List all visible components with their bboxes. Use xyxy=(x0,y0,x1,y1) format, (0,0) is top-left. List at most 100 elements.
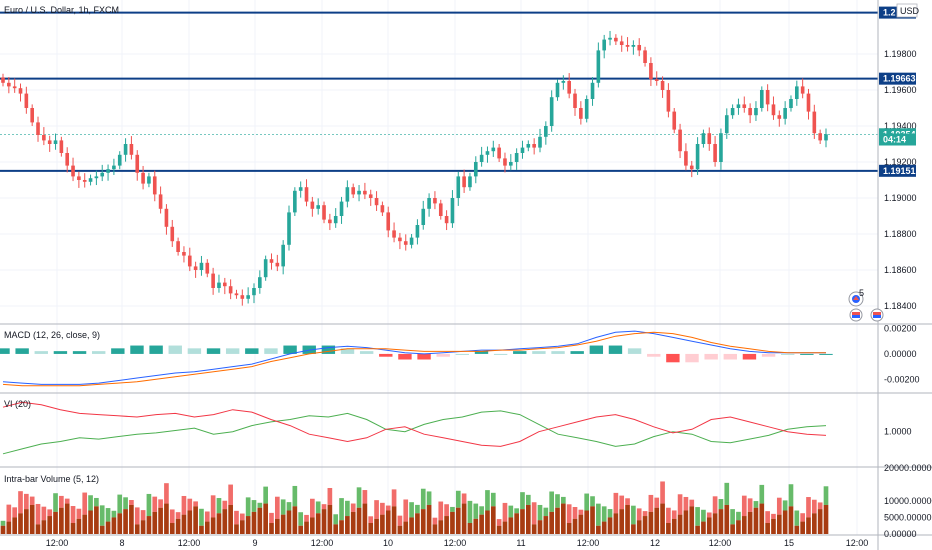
macd-histogram-bar xyxy=(225,348,240,354)
signal-line xyxy=(2,331,826,387)
candle-body xyxy=(275,262,280,267)
volume-bar-top xyxy=(146,493,152,517)
calendar-flag-icon[interactable] xyxy=(849,308,863,322)
volume-bar-base xyxy=(18,513,23,534)
candle-body xyxy=(783,108,787,119)
volume-bar-top xyxy=(741,495,747,517)
volume-bar-base xyxy=(730,524,735,534)
price-tick-label: 1.19400 xyxy=(884,121,917,131)
volume-bar-top xyxy=(380,502,385,515)
volume-bar-top xyxy=(117,494,123,514)
volume-bar-top xyxy=(555,494,560,508)
volume-bar-base xyxy=(747,511,753,534)
candle-body xyxy=(444,216,449,224)
volume-bar-base xyxy=(187,510,193,534)
macd-histogram-bar xyxy=(53,351,68,354)
candle-body xyxy=(514,153,519,162)
volume-bar-base xyxy=(64,503,70,534)
volume-bar-base xyxy=(94,506,99,534)
volume-bar-top xyxy=(350,503,356,512)
volume-bar-base xyxy=(823,504,829,534)
volume-bar-base xyxy=(765,522,770,534)
volume-bar-top xyxy=(18,491,23,514)
volume-bar-base xyxy=(596,525,601,534)
candle-body xyxy=(701,133,706,144)
volume-bar-base xyxy=(292,506,298,534)
volume-bar-top xyxy=(771,513,776,519)
volume-bar-base xyxy=(555,507,560,534)
candle-body xyxy=(695,144,700,170)
macd-histogram-bar xyxy=(34,351,48,354)
price-label-box xyxy=(879,133,916,146)
volume-bar-base xyxy=(420,509,426,534)
macd-histogram-bar xyxy=(781,353,795,355)
macd-histogram-bar xyxy=(15,348,29,354)
candle-body xyxy=(374,198,379,206)
volume-panel xyxy=(0,481,829,534)
volume-bar-top xyxy=(426,491,432,505)
candle-body xyxy=(310,201,315,209)
candle-body xyxy=(12,86,17,89)
candle-body xyxy=(468,176,472,188)
volume-bar-base xyxy=(654,507,660,534)
time-tick-label: 12:00 xyxy=(46,538,69,548)
volume-bar-top xyxy=(245,497,251,517)
time-tick-label: 12:00 xyxy=(709,538,732,548)
candle-body xyxy=(409,237,414,245)
volume-bar-base xyxy=(537,520,543,534)
volume-bar-base xyxy=(689,506,695,534)
candle-body xyxy=(666,90,671,112)
volume-bar-base xyxy=(625,504,630,534)
volume-bar-top xyxy=(280,499,286,515)
volume-bar-top xyxy=(12,507,18,518)
currency-badge-box[interactable] xyxy=(896,3,918,18)
candle-body xyxy=(147,176,151,184)
candle-body xyxy=(77,176,81,180)
gauge-icon[interactable] xyxy=(848,291,864,307)
candle-body xyxy=(123,144,128,155)
price-axis[interactable]: 1.19800 1.19600 1.19400 1.19200 1.19000 1.188… xyxy=(884,49,932,539)
volume-bar-top xyxy=(648,494,654,512)
volume-bar-top xyxy=(403,499,409,522)
volume-bar-base xyxy=(403,521,409,534)
horizontal-lines[interactable] xyxy=(0,11,878,172)
currency-badge[interactable]: USD xyxy=(900,6,920,16)
volume-bar-base xyxy=(210,517,216,534)
volume-bar-base xyxy=(269,522,274,534)
volume-bar-base xyxy=(811,513,817,534)
candle-body xyxy=(217,282,221,288)
candle-body xyxy=(649,63,653,80)
volume-bar-top xyxy=(409,502,414,518)
volume-bar-base xyxy=(514,513,519,534)
candle-body xyxy=(24,93,29,108)
candle-body xyxy=(415,225,420,238)
calendar-flag-icon[interactable] xyxy=(870,308,884,322)
volume-bar-top xyxy=(730,509,735,525)
volume-bar-top xyxy=(257,502,263,508)
symbol-title[interactable]: Euro / U.S. Dollar, 1h, FXCM xyxy=(4,5,119,15)
candle-body xyxy=(88,178,93,182)
volume-bar-base xyxy=(169,522,175,534)
candle-body xyxy=(806,93,811,112)
volume-bar-top xyxy=(479,506,484,515)
candle-body xyxy=(824,134,828,141)
volume-bar-top xyxy=(561,496,566,504)
volume-bar-base xyxy=(490,506,496,534)
volume-bar-base xyxy=(741,516,747,534)
macd-title[interactable]: MACD (12, 26, close, 9) xyxy=(4,330,100,340)
volume-bar-top xyxy=(514,508,519,514)
vi-title[interactable]: VI (20) xyxy=(4,399,31,409)
time-axis[interactable]: 12:00 8 12:00 9 12:00 10 12:00 11 12:00 12 12:00 15… xyxy=(46,538,869,548)
macd-histogram-bar xyxy=(398,353,412,360)
volume-bar-base xyxy=(531,524,537,534)
candle-body xyxy=(42,135,46,141)
candle-body xyxy=(53,140,58,144)
volume-bar-base xyxy=(712,513,718,534)
volume-title[interactable]: Intra-bar Volume (5, 12) xyxy=(4,474,99,484)
macd-histogram-bar xyxy=(819,353,833,355)
candle-body xyxy=(608,37,612,40)
volume-bar-top xyxy=(578,509,584,515)
volume-bar-base xyxy=(549,511,555,534)
